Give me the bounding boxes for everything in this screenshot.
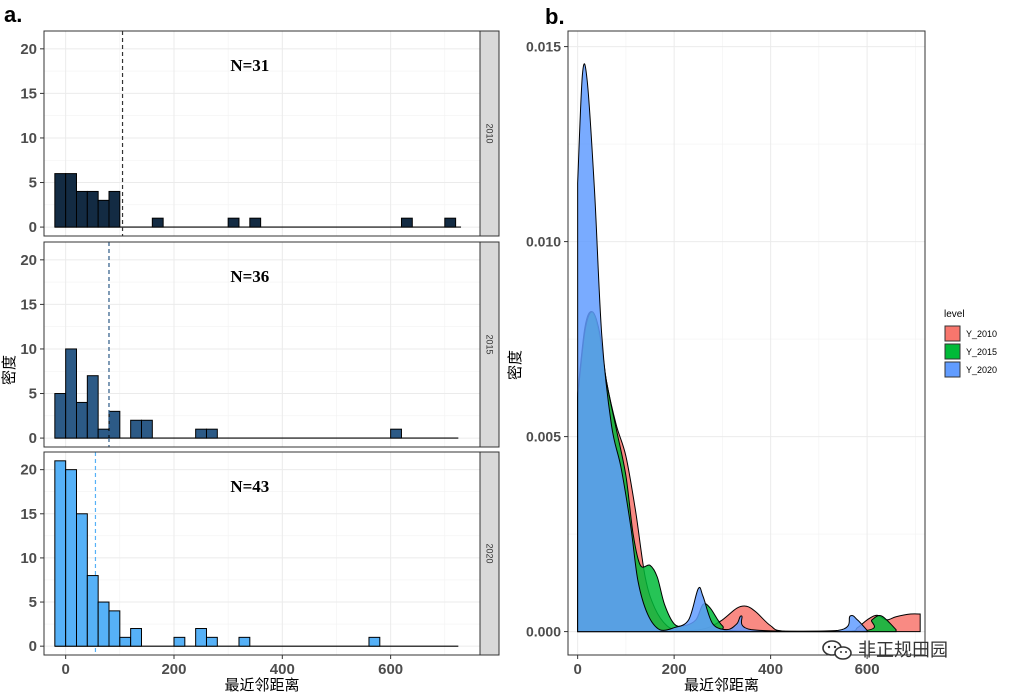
histogram-bar-2015-5: [108, 410, 121, 439]
histogram-bar-2020-2: [75, 513, 88, 647]
histogram-bar-2015-9: [205, 428, 218, 439]
histogram-bar-2010-0: [54, 173, 67, 228]
histogram-bar-2015-1: [65, 348, 77, 439]
y-tick-label: 0: [29, 430, 37, 447]
histogram-bar-2015-3: [86, 375, 99, 439]
histogram-bar-2020-9: [195, 628, 207, 647]
x-tick-label: 600: [855, 661, 880, 678]
wechat-icon: [822, 640, 852, 660]
sample-size-label: N=31: [230, 56, 269, 75]
facet-strip: [479, 241, 500, 448]
histogram-bar-2010-4: [97, 199, 110, 228]
y-tick-label: 5: [29, 594, 37, 611]
sample-size-label: N=36: [230, 267, 269, 286]
y-axis-title: 密度: [506, 350, 524, 380]
x-axis-title: 最近邻距离: [684, 676, 759, 693]
histogram-bar-2015-0: [54, 393, 67, 439]
panel-border: [567, 30, 926, 656]
histogram-bar-2015-2: [75, 401, 88, 439]
y-tick-label: 5: [29, 386, 37, 403]
watermark: 非正规田园: [822, 640, 948, 661]
histogram-bar-2020-12: [368, 636, 381, 647]
density-area-Y_2020: [577, 63, 868, 633]
histogram-bar-2020-4: [97, 601, 110, 647]
histogram-bar-2015-7: [140, 419, 153, 439]
x-tick-label: 0: [573, 661, 581, 678]
histogram-bar-2010-10: [444, 217, 457, 228]
histogram-bar-2020-10: [205, 636, 218, 647]
y-axis-title: 密度: [0, 355, 18, 385]
histogram-bar-2020-3: [86, 575, 99, 647]
sample-size-label: N=43: [230, 477, 269, 496]
y-tick-label: 20: [20, 41, 37, 58]
y-tick-label: 0.015: [526, 39, 561, 55]
histogram-bar-2020-8: [173, 636, 186, 647]
histogram-bar-2010-5: [108, 190, 121, 228]
x-tick-label: 200: [662, 661, 687, 678]
y-tick-label: 0.010: [526, 234, 561, 250]
y-tick-label: 10: [20, 130, 37, 147]
histogram-bar-2010-9: [400, 217, 413, 228]
watermark-text: 非正规田园: [858, 640, 948, 661]
histogram-bar-2010-6: [151, 217, 164, 228]
histogram-bar-2010-3: [86, 190, 99, 228]
histogram-bar-2015-8: [195, 428, 207, 439]
legend-title: level: [944, 309, 965, 320]
facet-strip-label: 2015: [485, 334, 495, 354]
x-tick-label: 200: [161, 661, 186, 678]
histogram-bar-2020-0: [54, 460, 67, 647]
histogram-bar-2015-10: [390, 428, 402, 439]
legend-swatch-Y_2015: [944, 343, 961, 360]
histogram-bar-2010-8: [249, 217, 262, 228]
y-tick-label: 5: [29, 175, 37, 192]
facet-strip-label: 2020: [485, 543, 495, 563]
density-panel: 0.000 0.005 0.010 0.015 0 200 400 600 最近邻距离 密度: [506, 30, 926, 693]
facet-strip: [479, 30, 500, 237]
histogram-bar-2020-7: [130, 628, 142, 647]
y-tick-label: 20: [20, 462, 37, 479]
y-tick-label: 0: [29, 219, 37, 236]
legend-swatch-Y_2020: [944, 361, 961, 378]
legend-label: Y_2020: [966, 365, 997, 375]
histogram-bar-2010-1: [65, 173, 77, 228]
legend-swatch-Y_2010: [944, 325, 961, 342]
y-tick-label: 0.000: [526, 624, 561, 640]
facet-2010: N=31 2010 0 5 10 15 20: [20, 30, 500, 237]
y-tick-label: 0.005: [526, 429, 561, 445]
histogram-panel: N=31201005101520N=36201505101520N=432020…: [0, 30, 500, 693]
y-tick-label: 15: [20, 506, 37, 523]
y-tick-label: 10: [20, 341, 37, 358]
y-tick-label: 15: [20, 296, 37, 313]
x-tick-label: 0: [61, 661, 69, 678]
x-tick-label: 400: [758, 661, 783, 678]
x-tick-label: 600: [378, 661, 403, 678]
histogram-bar-2020-6: [119, 636, 132, 647]
histogram-bar-2020-5: [108, 610, 121, 647]
panel-a-label: a.: [4, 2, 22, 27]
histogram-bar-2010-2: [75, 190, 88, 228]
histogram-bar-2020-1: [65, 469, 77, 647]
legend-label: Y_2010: [966, 329, 997, 339]
histogram-bar-2015-6: [130, 419, 142, 439]
panel-b-label: b.: [545, 4, 565, 29]
histogram-bar-2010-7: [227, 217, 240, 228]
y-tick-label: 10: [20, 550, 37, 567]
facet-strip-label: 2010: [485, 123, 495, 143]
histogram-bar-2020-11: [238, 636, 251, 647]
x-tick-label: 400: [270, 661, 295, 678]
legend: level Y_2010 Y_2015 Y_2020: [944, 309, 997, 378]
histogram-bar-2015-4: [97, 428, 110, 439]
y-tick-label: 20: [20, 252, 37, 269]
y-tick-label: 15: [20, 85, 37, 102]
x-axis-title: 最近邻距离: [224, 676, 299, 693]
y-tick-label: 0: [29, 638, 37, 655]
facet-2015: N=36 2015 0 5 10 15 20: [20, 241, 500, 448]
legend-label: Y_2015: [966, 347, 997, 357]
facet-strip: [479, 451, 500, 656]
